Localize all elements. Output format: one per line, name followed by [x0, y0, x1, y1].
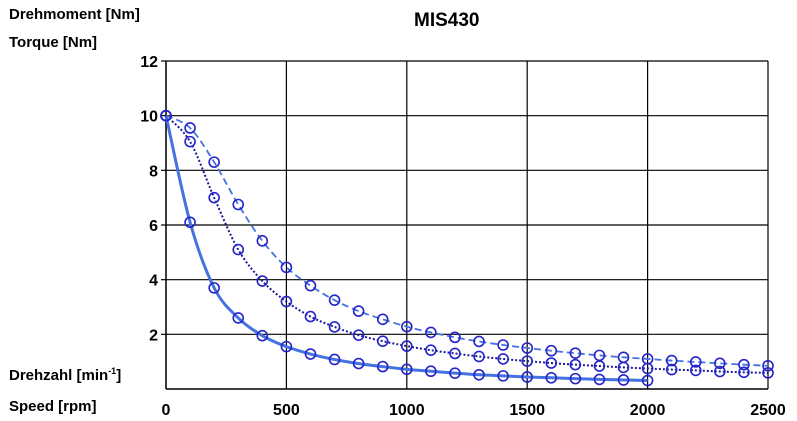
- series-2-point-1: [184, 122, 196, 134]
- series-2-point-24: [738, 358, 750, 371]
- series-2-point-3: [232, 198, 245, 211]
- series-0-point-4: [256, 329, 269, 342]
- series-1-point-2: [208, 191, 220, 204]
- series-0-point-8: [352, 357, 365, 370]
- series-0-point-18: [593, 373, 606, 386]
- series-group: [160, 109, 774, 387]
- tick-labels: 0 500 1000 1500 2000 2500 2 4 6 8 10 12: [140, 54, 786, 419]
- series-2-point-21: [665, 354, 678, 367]
- series-2-point-25: [762, 359, 774, 372]
- y-tick-label-0: 2: [149, 327, 158, 344]
- y-tick-label-4: 10: [140, 109, 158, 126]
- series-0-point-13: [473, 368, 485, 381]
- grid: [161, 60, 769, 390]
- series-1-point-17: [569, 358, 582, 371]
- series-2-point-11: [425, 326, 437, 339]
- series-1-point-14: [497, 353, 509, 365]
- series-1-point-6: [304, 310, 317, 323]
- series-1-point-24: [738, 366, 750, 379]
- series-2-point-7: [328, 294, 341, 306]
- series-2-point-13: [473, 335, 485, 348]
- y-tick-label-3: 8: [149, 163, 158, 180]
- series-0-point-17: [569, 372, 582, 385]
- y-tick-label-5: 12: [140, 54, 158, 71]
- x-tick-label-5: 2500: [750, 402, 786, 419]
- series-0-point-20: [641, 374, 654, 387]
- chart-title: MIS430: [414, 10, 480, 31]
- series-1-point-12: [449, 347, 461, 360]
- series-1-point-22: [689, 364, 702, 377]
- series-0-point-12: [449, 367, 461, 379]
- series-0-point-2: [208, 282, 220, 294]
- series-2-point-8: [352, 305, 365, 317]
- series-1-point-5: [280, 295, 293, 308]
- series-0-point-1: [184, 216, 196, 229]
- series-1-point-8: [352, 329, 365, 341]
- series-2-point-5: [280, 261, 293, 274]
- series-1-point-15: [521, 355, 534, 367]
- x-tick-label-1: 500: [273, 402, 300, 419]
- x-axis-label-en: Speed [rpm]: [9, 398, 97, 415]
- series-2-point-9: [376, 313, 389, 326]
- x-axis-label-de-exponent: -1: [108, 366, 117, 376]
- y-tick-label-2: 6: [149, 218, 158, 235]
- series-1-point-16: [545, 357, 558, 369]
- series-1-point-25: [762, 367, 774, 379]
- series-0-line: [164, 115, 648, 383]
- series-0-point-7: [328, 353, 341, 366]
- series-0-point-9: [376, 360, 389, 373]
- y-axis-label-en: Torque [Nm]: [9, 34, 98, 51]
- series-1-line: [165, 114, 769, 374]
- x-axis-label-de-text: Drehzahl [min: [9, 367, 109, 384]
- y-axis-label-de: Drehmoment [Nm]: [9, 6, 140, 23]
- series-2-point-2: [208, 156, 220, 168]
- series-2-point-0: [160, 109, 172, 122]
- x-axis-label-de-close: ]: [116, 367, 122, 384]
- series-1-point-7: [328, 321, 341, 333]
- series-0-point-15: [521, 371, 534, 383]
- series-2-point-10: [400, 320, 413, 333]
- series-0-point-14: [497, 370, 509, 382]
- series-0-point-16: [545, 371, 558, 384]
- series-0-point-6: [304, 348, 317, 360]
- series-1-point-11: [425, 344, 437, 356]
- series-1-point-13: [473, 350, 485, 363]
- series-2-point-19: [617, 351, 630, 364]
- x-tick-label-4: 2000: [630, 402, 666, 419]
- series-2-point-15: [521, 342, 534, 354]
- y-tick-label-1: 4: [149, 273, 158, 290]
- x-tick-label-3: 1500: [509, 402, 545, 419]
- series-1-point-3: [232, 243, 245, 256]
- series-2-point-16: [545, 344, 558, 357]
- series-2-point-23: [714, 357, 726, 370]
- series-1-point-21: [665, 363, 678, 376]
- x-axis-label-de: Drehzahl [min-1]: [9, 366, 121, 384]
- x-tick-label-0: 0: [162, 402, 171, 419]
- x-tick-label-2: 1000: [389, 402, 425, 419]
- series-0-point-3: [232, 312, 245, 324]
- series-2-line: [165, 114, 769, 367]
- series-2-point-12: [449, 331, 461, 344]
- series-2-point-14: [497, 339, 509, 351]
- series-0-point-10: [400, 363, 413, 376]
- series-0-point-5: [280, 340, 293, 353]
- series-2-point-18: [593, 349, 606, 362]
- series-0-point-11: [425, 365, 437, 378]
- series-1-point-4: [256, 275, 269, 287]
- series-1-point-1: [184, 135, 196, 148]
- series-2-point-22: [689, 356, 702, 368]
- series-2: [160, 109, 774, 372]
- series-1-point-9: [376, 335, 389, 347]
- series-1-point-23: [714, 365, 726, 378]
- series-1: [160, 109, 774, 379]
- series-1-point-10: [400, 340, 413, 352]
- series-2-point-6: [304, 279, 317, 292]
- series-0-point-19: [617, 374, 630, 386]
- series-2-point-17: [569, 347, 582, 359]
- series-2-point-4: [256, 235, 269, 247]
- series-2-point-20: [641, 353, 654, 365]
